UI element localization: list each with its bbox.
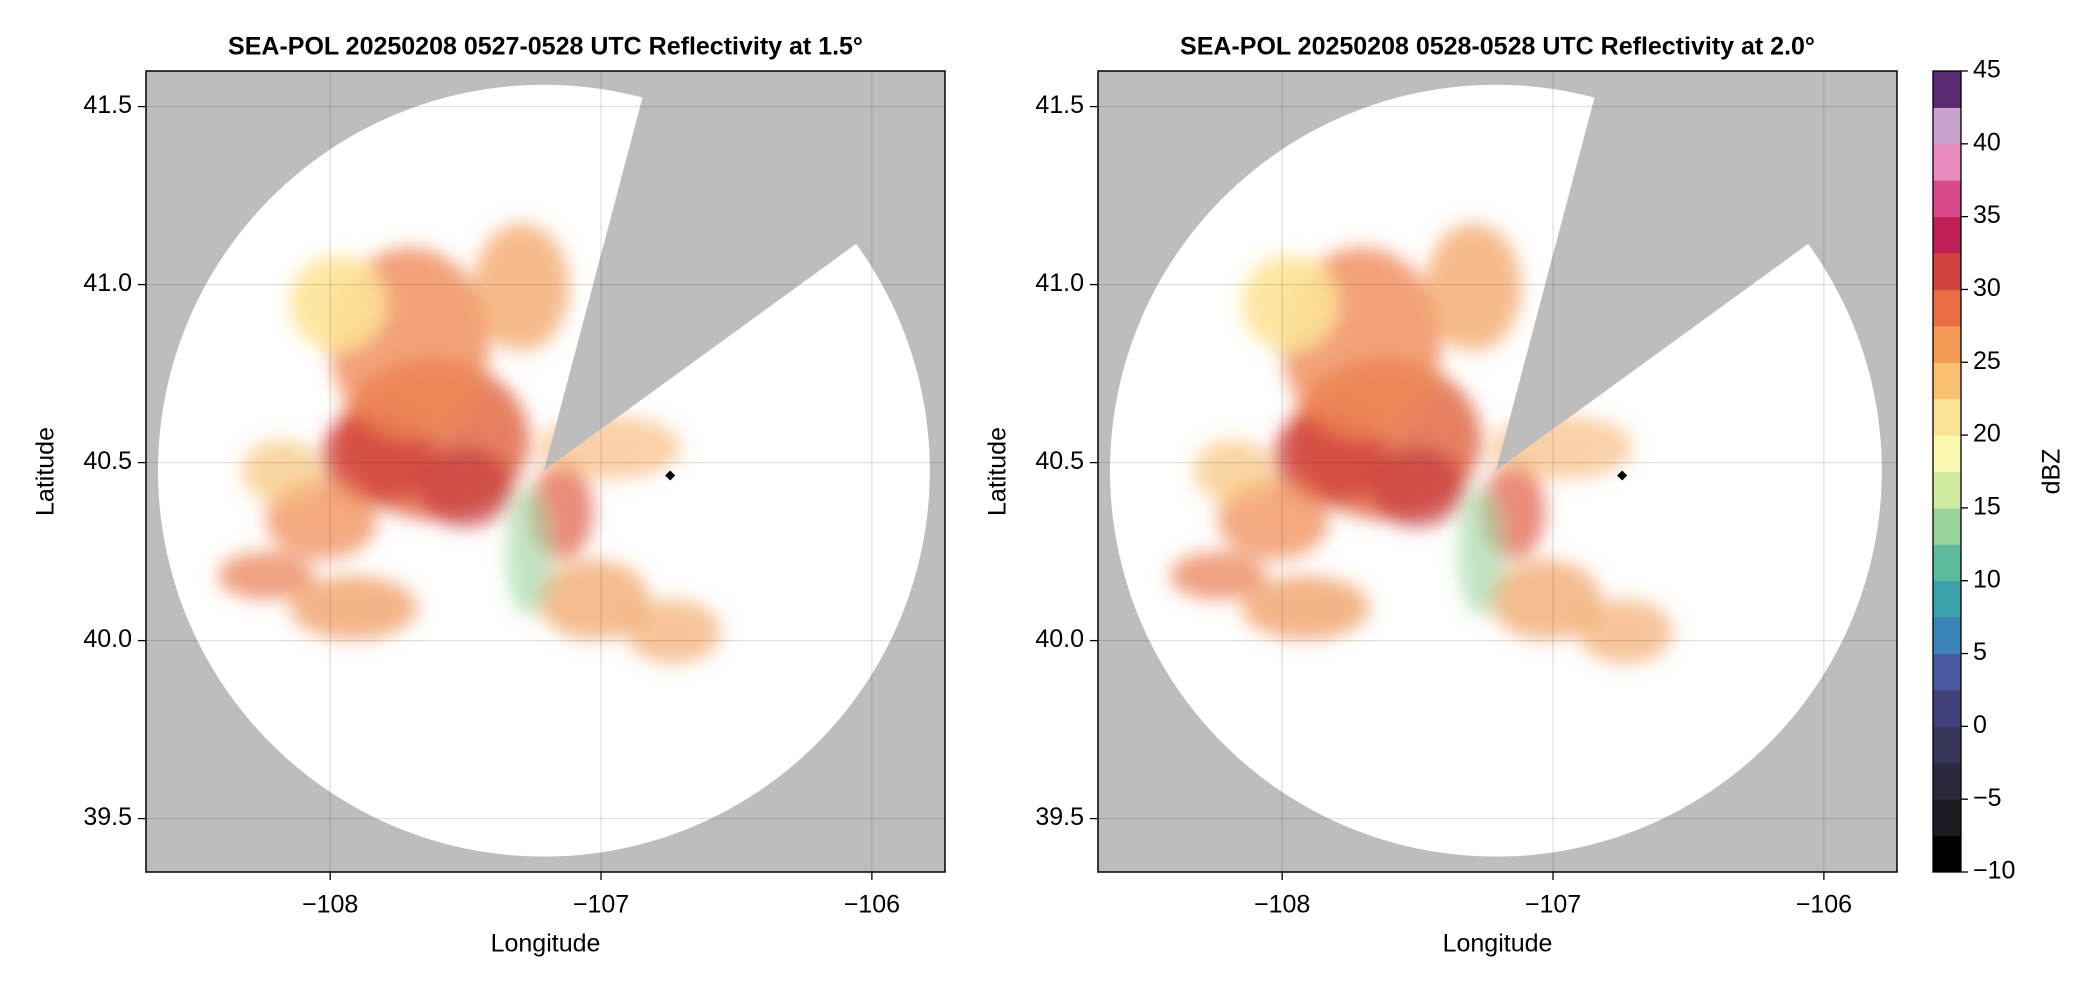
y-tick-label: 41.0: [1035, 269, 1084, 297]
colorbar: −10 −5 0 5 10 15 20 25 30 35 40 45 dBZ: [1932, 56, 2066, 885]
y-tick-label: 41.5: [1035, 91, 1084, 119]
colorbar-bin: [1933, 507, 1961, 545]
chart-title: SEA-POL 20250208 0527-0528 UTC Reflectiv…: [228, 33, 863, 61]
chart-title: SEA-POL 20250208 0528-0528 UTC Reflectiv…: [1180, 33, 1815, 61]
colorbar-bin: [1933, 362, 1961, 400]
echo-field: [1169, 223, 1674, 664]
echo-region: [1241, 575, 1370, 640]
y-tick-label: 41.5: [83, 91, 132, 119]
colorbar-bin: [1933, 653, 1961, 691]
colorbar-tick-label: 25: [1973, 347, 2001, 375]
echo-region: [417, 447, 514, 528]
colorbar-label: dBZ: [2038, 449, 2066, 495]
colorbar-tick-label: −5: [1973, 784, 2002, 812]
y-tick-label: 40.5: [1035, 447, 1084, 475]
echo-region: [1457, 487, 1506, 616]
colorbar-bin: [1933, 544, 1961, 582]
colorbar-bin: [1933, 689, 1961, 727]
colorbar-tick-label: 30: [1973, 274, 2001, 302]
colorbar-bin: [1933, 180, 1961, 218]
echo-region: [1169, 551, 1266, 600]
colorbar-bin: [1933, 398, 1961, 436]
plot-frame: [145, 70, 946, 873]
colorbar-bin: [1933, 726, 1961, 764]
y-tick-label: 40.5: [83, 447, 132, 475]
y-tick-label: 41.0: [83, 269, 132, 297]
colorbar-bin: [1933, 471, 1961, 509]
echo-region: [1241, 255, 1338, 352]
colorbar-tick-label: 0: [1973, 711, 1987, 739]
x-axis-label: Longitude: [1443, 930, 1553, 958]
x-tick-label: −106: [1796, 891, 1852, 919]
x-tick-label: −107: [573, 891, 629, 919]
colorbar-bin: [1933, 71, 1961, 108]
echo-region: [1193, 439, 1274, 504]
colorbar-bin: [1933, 253, 1961, 290]
x-tick-label: −108: [1254, 891, 1310, 919]
echo-region: [1369, 447, 1466, 528]
colorbar-tick-label: −10: [1973, 857, 2015, 885]
colorbar-tick-label: 10: [1973, 565, 2001, 593]
echo-region: [1577, 599, 1674, 664]
chart: −108 −107 −106 39.5 40.0 40.5 41.0 41.5 SEA-POL …: [984, 33, 1898, 958]
colorbar-tick-label: 45: [1973, 56, 2001, 84]
colorbar-bin: [1933, 762, 1961, 800]
colorbar-bin: [1933, 835, 1961, 873]
echo-region: [1489, 559, 1602, 640]
echo-region: [505, 487, 554, 616]
echo-region: [625, 599, 722, 664]
colorbar-bin: [1933, 325, 1961, 363]
colorbar-tick-label: 40: [1973, 128, 2001, 156]
colorbar-bin: [1933, 216, 1961, 254]
colorbar-tick-label: 15: [1973, 493, 2001, 521]
echo-region: [537, 559, 650, 640]
y-tick-label: 39.5: [1035, 803, 1084, 831]
echo-region: [289, 575, 418, 640]
echo-region: [1425, 223, 1522, 352]
colorbar-bin: [1933, 107, 1961, 145]
x-tick-label: −108: [302, 891, 358, 919]
chart: −108 −107 −106 39.5 40.0 40.5 41.0 41.5 SEA-POL …: [32, 33, 946, 958]
echo-field: [217, 223, 722, 664]
echo-region: [217, 551, 314, 600]
echo-region: [289, 255, 386, 352]
plot-frame: [1097, 70, 1898, 873]
colorbar-bin: [1933, 289, 1961, 327]
y-tick-label: 40.0: [83, 625, 132, 653]
colorbar-bin: [1933, 799, 1961, 837]
x-tick-label: −106: [844, 891, 900, 919]
x-tick-label: −107: [1525, 891, 1581, 919]
echo-region: [473, 223, 570, 352]
colorbar-bin: [1933, 580, 1961, 618]
colorbar-bin: [1933, 435, 1961, 472]
colorbar-tick-label: 5: [1973, 638, 1987, 666]
y-tick-label: 39.5: [83, 803, 132, 831]
colorbar-tick-label: 20: [1973, 420, 2001, 448]
site-marker: [665, 470, 676, 481]
y-tick-label: 40.0: [1035, 625, 1084, 653]
colorbar-tick-label: 35: [1973, 201, 2001, 229]
colorbar-bin: [1933, 143, 1961, 181]
y-axis-label: Latitude: [32, 427, 60, 516]
y-axis-label: Latitude: [984, 427, 1012, 516]
x-axis-label: Longitude: [491, 930, 601, 958]
echo-region: [241, 439, 322, 504]
site-marker: [1617, 470, 1628, 481]
colorbar-bin: [1933, 617, 1961, 655]
colorbar-frame: [1932, 70, 1962, 873]
